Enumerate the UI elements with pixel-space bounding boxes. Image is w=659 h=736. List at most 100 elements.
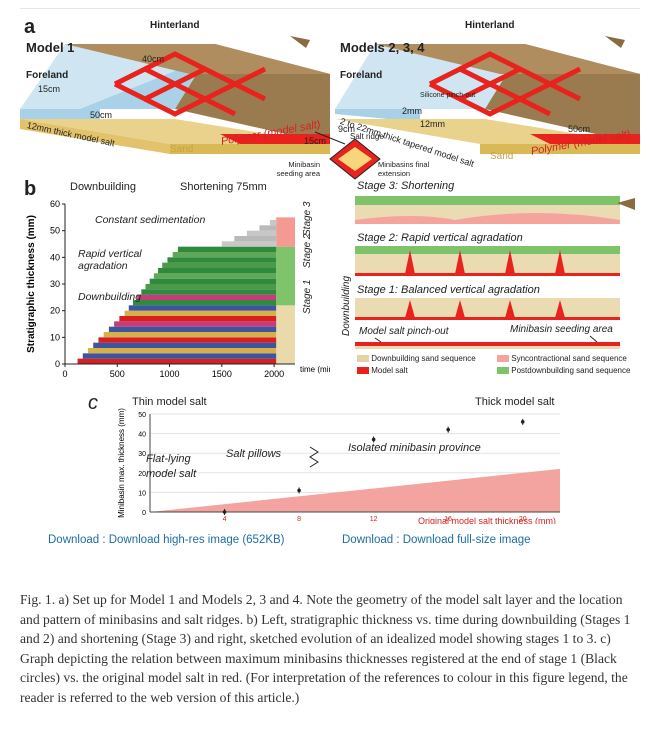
y-tick-label: 30 [138,451,146,458]
data-layer [162,262,277,268]
data-layer [259,225,277,231]
data-layer [221,241,277,247]
stage2-label: Stage 2 [302,233,313,268]
pinch-out-label: Model salt pinch-out [359,326,449,337]
data-layer [77,358,277,364]
y-axis-label: Minibasin max. thickness (mm) [117,408,126,518]
hinterland-label-2: Hinterland [465,20,515,31]
downbuilding-note: Downbuilding [78,291,142,303]
panel-a-letter: a [24,16,36,38]
flat-lying-label: Flat-lying model salt [146,453,197,480]
sand-label-1: Sand [170,144,194,155]
data-layer [82,353,277,359]
top-rule [20,8,640,9]
x-tick-label: 2000 [264,369,284,379]
data-layer [128,305,277,311]
data-layer [167,257,277,263]
legend-label: Postdownbuilding sand sequence [511,366,631,375]
download-full-link[interactable]: Download : Download full-size image [342,534,531,546]
legend-swatch [357,355,369,363]
data-layer [246,230,277,236]
panel-c-letter: c [88,392,98,414]
model1-title: Model 1 [26,40,75,55]
models234-title: Models 2, 3, 4 [340,40,425,55]
isolated-label: Isolated minibasin province [348,442,481,454]
inset-final: Minibasins final extension [378,160,430,178]
stage1-label: Stage 1 [302,279,313,314]
download-hires-link[interactable]: Download : Download high-res image (652K… [48,534,285,546]
stage3-title: Stage 3: Shortening [357,180,455,192]
panel-b-letter: b [24,178,37,200]
data-layer [145,284,277,290]
models234-block [335,36,640,154]
downbuilding-header: Downbuilding [70,181,137,193]
data-layer [149,278,277,284]
data-layer [141,289,277,295]
y-tick-label: 20 [50,306,60,316]
minibasin-chart: 0 10 20 30 40 50 4 8 12 16 20 Minibasin max. thickn… [117,408,560,524]
thickness-time-chart: 0 500 1000 1500 2000 0 10 20 30 40 50 60 Stratigraph… [26,199,330,379]
data-point [297,488,301,493]
data-layer [93,342,277,348]
stage1-title: Stage 1: Balanced vertical agradation [357,284,540,296]
legend-swatch [497,367,509,375]
legend-item: Postdownbuilding sand sequence [497,366,630,375]
inset-seeding: Minibasin seeding area [276,160,320,178]
dim-2mm: 2mm [402,106,422,116]
panel-a: a Model 1 Models 2, 3, 4 Hinterland Hint… [20,14,640,184]
dim-40cm: 40cm [142,54,165,64]
thin-salt-label: Thin model salt [132,396,207,408]
legend-label: Model salt [371,366,408,375]
y-axis-label: Stratigraphic thickness (mm) [26,215,37,353]
constant-sedimentation: Constant sedimentation [95,214,206,226]
data-layer [119,316,277,322]
data-layer [108,326,277,332]
legend-label: Downbuilding sand sequence [371,354,476,363]
foreland-label-2: Foreland [340,70,383,81]
y-tick-label: 40 [50,252,60,262]
y-tick-label: 30 [50,279,60,289]
foreland-label-1: Foreland [26,70,69,81]
data-point [520,420,525,424]
y-tick-label: 10 [138,490,146,497]
panel-c: c Thin model salt Thick model salt 0 10 20… [80,392,580,524]
thick-salt-label: Thick model salt [475,396,555,408]
shortening-header: Shortening 75mm [180,181,267,193]
data-layer [234,236,277,242]
legend: Downbuilding sand sequence Syncontractio… [357,354,637,386]
y-tick-label: 40 [138,432,146,439]
x-tick-label: 20 [519,516,527,523]
y-tick-label: 0 [142,510,146,517]
dim-12mm: 12mm [420,119,446,129]
data-point [371,437,376,442]
sketch-drawing [355,196,635,349]
dim-50cm: 50cm [90,110,113,120]
x-tick-label: 500 [110,369,125,379]
y-tick-label: 0 [55,359,60,369]
hinterland-label-1: Hinterland [150,20,200,31]
x-tick-label: 1500 [212,369,232,379]
inset-9cm: 9cm [338,124,356,134]
data-layer [153,273,277,279]
legend-item: Syncontractional sand sequence [497,354,627,363]
x-tick-label: 4 [223,516,227,523]
data-layer [132,300,277,306]
panel-b: b 0 500 1000 1500 2000 0 10 20 30 40 50 60 Stratigra… [20,176,640,391]
stage-band [276,217,295,247]
legend-item: Downbuilding sand sequence [357,354,476,363]
y-tick-label: 20 [138,471,146,478]
silicone-pinchout: Silicone pinch-out [420,92,476,99]
legend-item: Model salt [357,366,408,375]
x-axis-label: time (min) [300,365,330,374]
panel-a-drawing [20,36,640,180]
x-axis-label: Original model salt thickness (mm) [418,516,556,524]
data-layer [137,294,277,300]
data-layer [269,220,277,226]
inset-15cm: 15cm [304,136,327,146]
x-tick-label: 16 [444,516,452,523]
stage2-title: Stage 2: Rapid vertical agradation [357,232,523,244]
y-tick-label: 10 [50,332,60,342]
sand-label-2: Sand [490,151,514,162]
x-tick-label: 1000 [160,369,180,379]
rapid-vertical: Rapid vertical agradation [78,248,142,272]
